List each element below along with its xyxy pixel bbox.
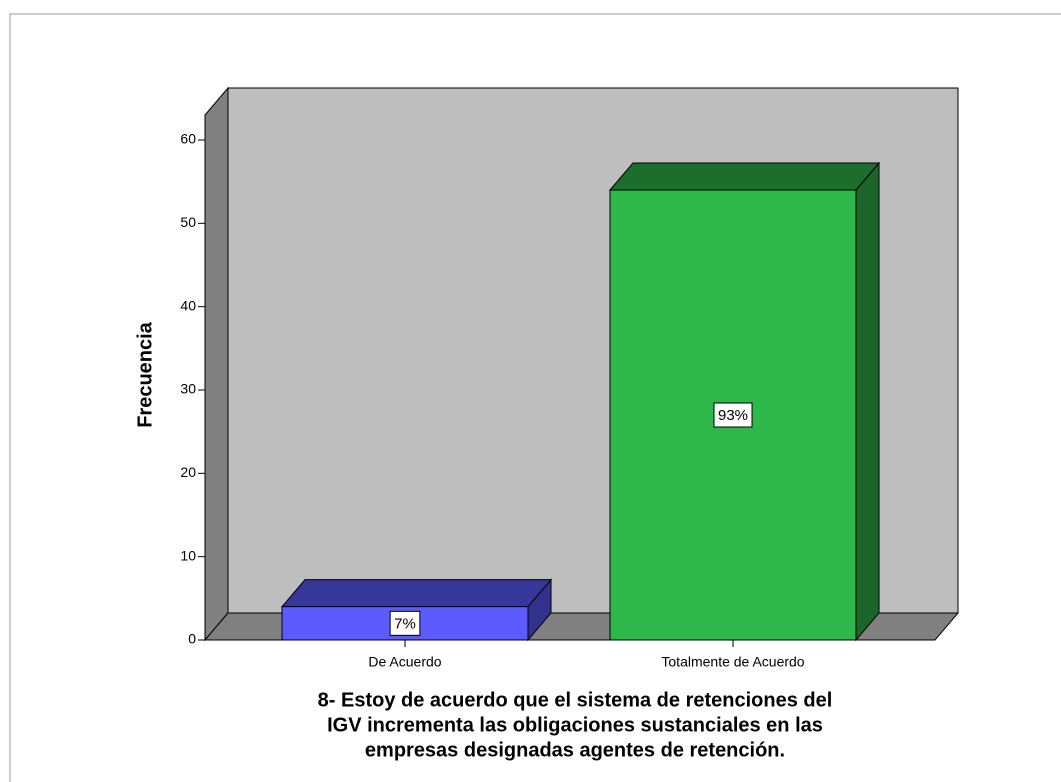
data-label-box xyxy=(389,610,421,636)
chart-title: IGV incrementa las obligaciones sustanci… xyxy=(327,714,823,736)
y-tick-label: 0 xyxy=(188,631,196,647)
y-tick-label: 60 xyxy=(180,131,196,147)
x-tick-label: Totalmente de Acuerdo xyxy=(661,654,804,670)
bar-side xyxy=(855,161,880,642)
data-label: 7% xyxy=(394,615,416,632)
y-tick-label: 40 xyxy=(180,297,196,313)
chart-title: empresas designadas agentes de retención… xyxy=(365,739,785,761)
left-wall xyxy=(204,86,229,642)
y-tick-label: 20 xyxy=(180,464,196,480)
chart-title: 8- Estoy de acuerdo que el sistema de re… xyxy=(318,689,833,711)
y-tick-label: 30 xyxy=(180,381,196,397)
y-tick-label: 50 xyxy=(180,214,196,230)
x-tick-label: De Acuerdo xyxy=(368,654,441,670)
data-label-box xyxy=(713,402,753,428)
frame xyxy=(9,13,1061,782)
y-axis-label: Frecuencia xyxy=(134,321,156,427)
bar-top xyxy=(280,579,553,608)
bar-top xyxy=(608,162,881,191)
y-tick-label: 10 xyxy=(180,547,196,563)
data-label: 93% xyxy=(718,407,748,424)
